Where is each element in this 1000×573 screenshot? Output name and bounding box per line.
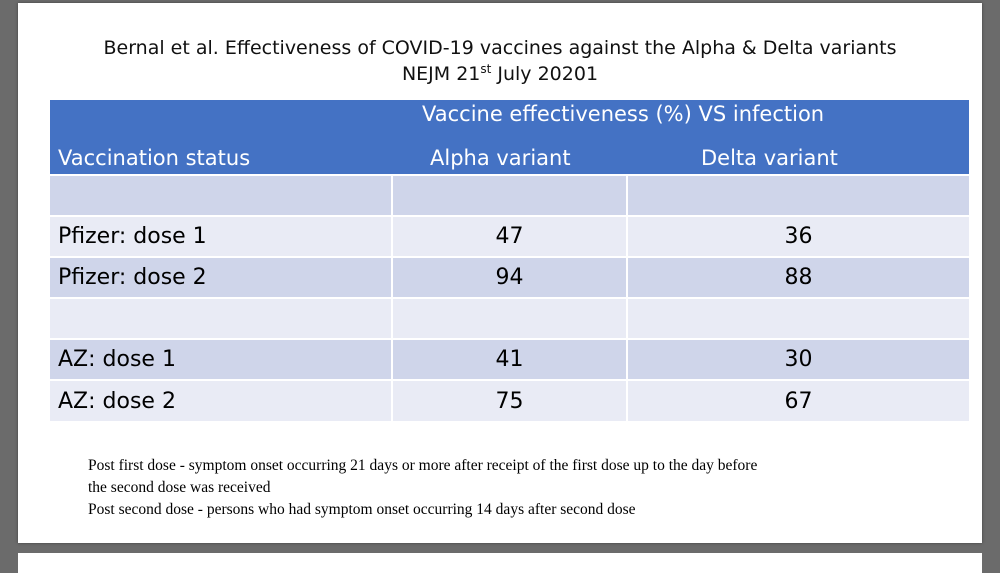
table-row: AZ: dose 1 41 30 — [50, 338, 969, 380]
table-row — [50, 297, 969, 339]
cell-status — [50, 297, 392, 339]
cell-delta: 36 — [626, 215, 969, 257]
title-line-2-superscript: st — [480, 62, 492, 76]
cell-alpha: 47 — [391, 215, 627, 257]
footnotes: Post first dose - symptom onset occurrin… — [88, 455, 888, 521]
header-vaccination-status: Vaccination status — [58, 146, 251, 170]
slide-title: Bernal et al. Effectiveness of COVID-19 … — [18, 35, 982, 87]
header-alpha-variant: Alpha variant — [430, 146, 571, 170]
table-row — [50, 174, 969, 216]
cell-alpha: 94 — [391, 256, 627, 298]
title-line-2-prefix: NEJM 21 — [401, 63, 481, 85]
table-row: Pfizer: dose 1 47 36 — [50, 215, 969, 257]
cell-alpha — [391, 174, 627, 216]
cell-delta: 67 — [626, 379, 969, 421]
cell-alpha — [391, 297, 627, 339]
effectiveness-table: Vaccination status Vaccine effectiveness… — [50, 100, 969, 421]
table-header-row: Vaccination status Vaccine effectiveness… — [50, 100, 969, 175]
footnote-line-3: Post second dose - persons who had sympt… — [88, 501, 636, 518]
footnote-line-1: Post first dose - symptom onset occurrin… — [88, 457, 758, 474]
cell-status: AZ: dose 2 — [50, 379, 392, 421]
header-vaccine-effectiveness: Vaccine effectiveness (%) VS infection — [422, 102, 825, 126]
next-slide-edge — [18, 553, 982, 573]
cell-status — [50, 174, 392, 216]
table-row: Pfizer: dose 2 94 88 — [50, 256, 969, 298]
slide: Bernal et al. Effectiveness of COVID-19 … — [18, 3, 982, 543]
table-header-cell: Vaccination status Vaccine effectiveness… — [50, 100, 969, 175]
cell-delta — [626, 297, 969, 339]
table-row: AZ: dose 2 75 67 — [50, 379, 969, 421]
cell-delta — [626, 174, 969, 216]
cell-alpha: 75 — [391, 379, 627, 421]
cell-status: Pfizer: dose 2 — [50, 256, 392, 298]
cell-delta: 30 — [626, 338, 969, 380]
cell-alpha: 41 — [391, 338, 627, 380]
cell-status: AZ: dose 1 — [50, 338, 392, 380]
title-line-1: Bernal et al. Effectiveness of COVID-19 … — [103, 37, 897, 59]
footnote-line-2: the second dose was received — [88, 479, 271, 496]
cell-status: Pfizer: dose 1 — [50, 215, 392, 257]
cell-delta: 88 — [626, 256, 969, 298]
title-line-2-suffix: July 20201 — [491, 63, 599, 85]
header-delta-variant: Delta variant — [701, 146, 838, 170]
title-line-2: NEJM 21st July 20201 — [18, 61, 982, 87]
